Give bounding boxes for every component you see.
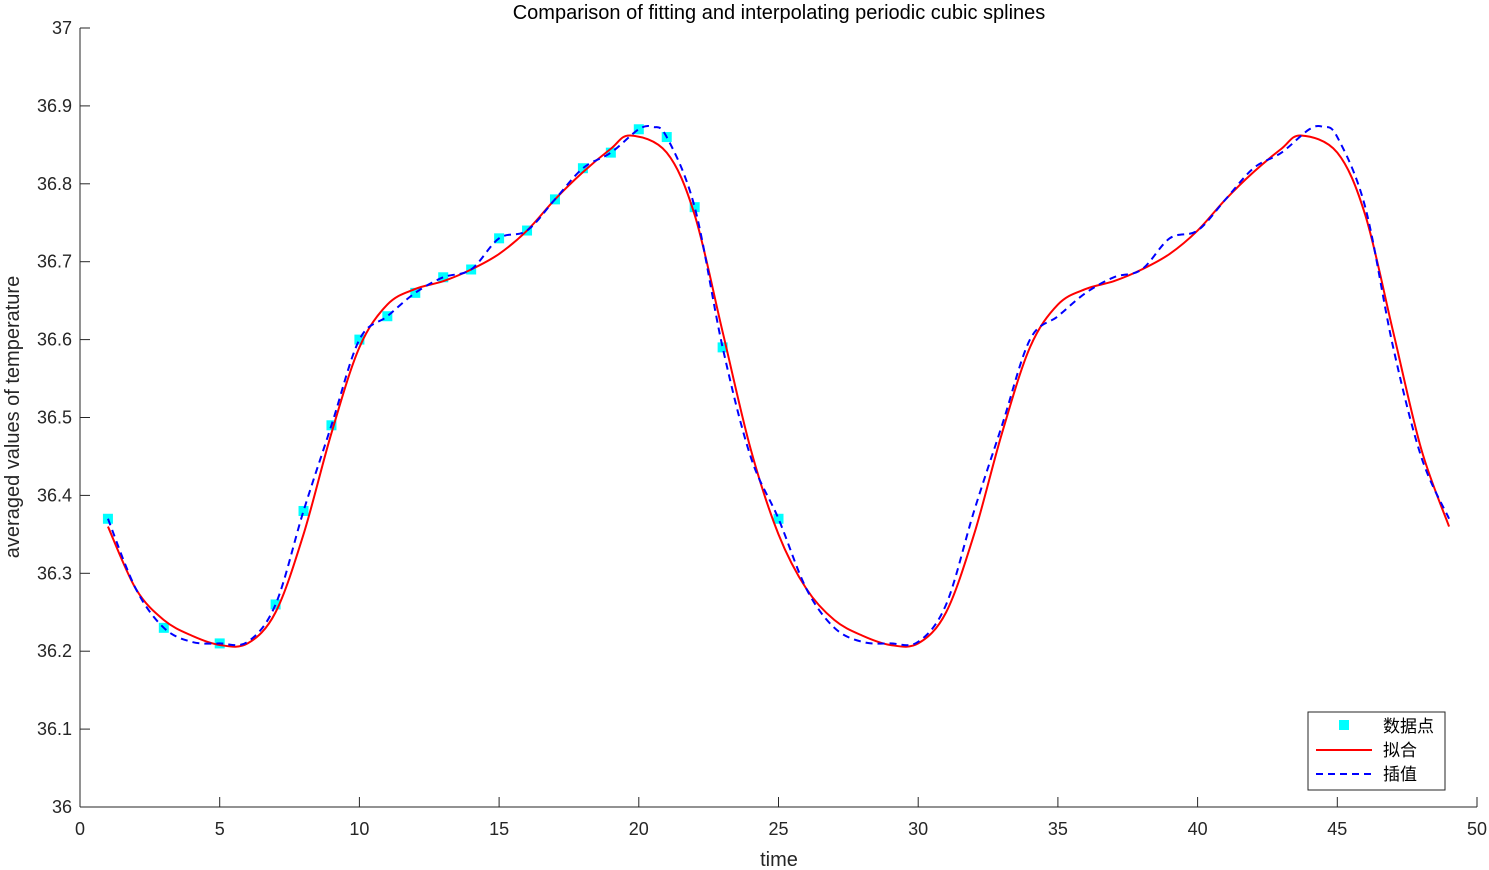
y-axis-title: averaged values of temperature — [2, 276, 24, 558]
x-tick-label: 35 — [1048, 819, 1068, 839]
chart-title: Comparison of fitting and interpolating … — [513, 2, 1046, 24]
x-tick-label: 10 — [349, 819, 369, 839]
x-tick-label: 30 — [908, 819, 928, 839]
plot-area — [80, 28, 1477, 807]
legend-label-fit: 拟合 — [1383, 741, 1417, 761]
data-point-marker — [354, 334, 365, 345]
x-tick-label: 50 — [1467, 819, 1487, 839]
data-point-marker — [298, 505, 309, 516]
y-tick-label: 36.9 — [37, 96, 72, 116]
data-point-marker — [577, 163, 588, 174]
x-tick-label: 0 — [75, 819, 85, 839]
data-point-marker — [382, 311, 393, 322]
data-point-marker — [633, 124, 644, 135]
x-tick-label: 20 — [629, 819, 649, 839]
y-tick-label: 36.6 — [37, 330, 72, 350]
y-tick-label: 36.8 — [37, 174, 72, 194]
data-point-marker — [438, 272, 449, 283]
y-tick-label: 36.3 — [37, 563, 72, 583]
y-tick-label: 36 — [52, 797, 72, 817]
y-tick-label: 37 — [52, 18, 72, 38]
data-point-marker — [773, 513, 784, 524]
y-tick-label: 36.1 — [37, 719, 72, 739]
legend: 数据点 拟合 插值 — [1307, 711, 1446, 791]
x-tick-label: 45 — [1327, 819, 1347, 839]
axes-layer: 0 5 10 15 20 25 30 35 40 45 50 36 36.1 36.2 36.3 36.4 36… — [37, 18, 1487, 839]
y-tick-label: 36.5 — [37, 408, 72, 428]
data-point-marker — [689, 202, 700, 213]
legend-marker-data-points — [1339, 720, 1349, 730]
x-tick-label: 5 — [215, 819, 225, 839]
data-point-marker — [410, 287, 421, 298]
series-layer — [102, 124, 1451, 649]
data-point-marker — [717, 342, 728, 353]
legend-label-data-points: 数据点 — [1383, 717, 1434, 737]
x-tick-label: 25 — [768, 819, 788, 839]
y-tick-label: 36.2 — [37, 641, 72, 661]
data-point-marker — [605, 147, 616, 158]
y-tick-label: 36.7 — [37, 252, 72, 272]
y-tick-label: 36.4 — [37, 485, 72, 505]
legend-label-interp: 插值 — [1383, 765, 1417, 785]
x-tick-label: 40 — [1188, 819, 1208, 839]
x-tick-label: 15 — [489, 819, 509, 839]
data-point-marker — [270, 599, 281, 610]
x-axis-title: time — [760, 849, 798, 870]
interpolation-curve-line — [107, 124, 1450, 647]
